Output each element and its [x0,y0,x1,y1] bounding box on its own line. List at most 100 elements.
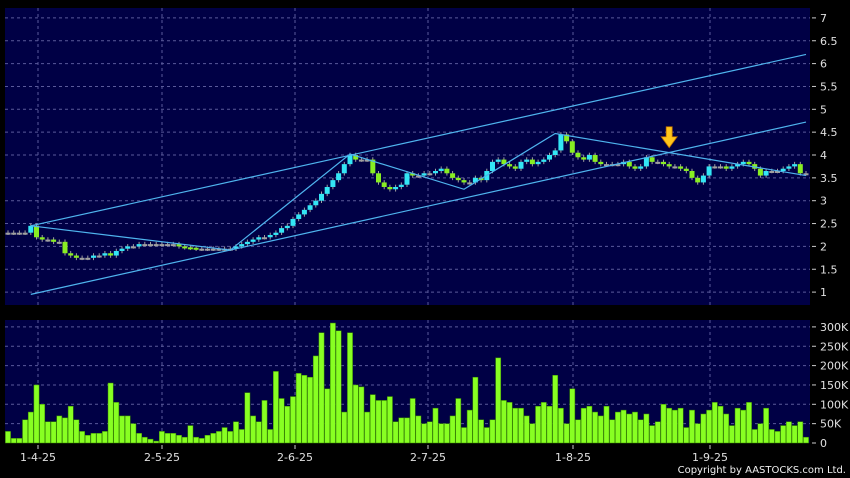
volume-bar [768,429,775,444]
volume-bar [569,388,576,444]
price-panel [5,8,810,305]
candle-body [244,241,250,245]
price-tick-label: 2.5 [820,218,838,231]
candle-body [712,166,718,169]
volume-bar [421,423,427,444]
volume-bar [575,419,581,444]
candle-body [672,166,678,169]
volume-bar [478,419,484,444]
candle-body [381,182,387,187]
volume-bar [797,421,804,444]
volume-bar [751,429,758,444]
volume-bar [290,396,296,444]
candle-body [16,232,22,235]
candle-body [279,228,285,233]
volume-tick-label: 200K [820,360,849,373]
volume-bar [649,425,655,444]
volume-bar [637,419,644,444]
candle-body [148,244,153,247]
volume-bar [643,413,650,444]
candle-body [438,168,444,171]
volume-bar [312,355,319,444]
candle-body [529,159,535,165]
volume-bar [193,436,199,444]
trendlines [30,53,807,295]
volume-bar [495,357,502,444]
volume-bar [318,332,325,444]
candle-body [421,173,427,176]
price-tick-label: 5.5 [820,80,838,93]
candle-body [347,155,353,165]
candle-body [193,247,199,250]
candle-body [427,173,433,176]
volume-bar [45,421,51,444]
volume-bar [79,431,85,444]
candle-body [746,161,752,165]
price-tick-label: 5 [820,103,827,116]
date-tick-label: 1-4-25 [20,451,56,464]
candle-body [330,180,336,187]
volume-bar [780,425,787,444]
volume-bar [592,411,598,444]
volume-bar [694,423,701,444]
candle-body [176,244,182,247]
candle-body [763,170,769,176]
candle-body [62,241,68,254]
volume-bar [415,415,422,444]
volume-bar [198,438,205,444]
volume-bar [369,394,376,444]
candle-body [757,168,763,176]
volume-bar [124,415,131,444]
volume-bar [187,425,194,444]
volume-bar [153,440,160,444]
candle-body [313,200,319,206]
candle-body [433,170,438,174]
candle-body [638,166,644,169]
price-tick-label: 6.5 [820,35,838,48]
volume-bar [364,411,370,444]
volume-tick-label: 100K [820,398,849,411]
volume-bar [267,429,274,444]
volume-bar [552,375,559,444]
volume-bar [677,407,684,444]
volume-bar [255,421,262,444]
candle-body [398,184,404,187]
volume-bar [472,376,479,444]
volume-bar [147,438,154,444]
candle-body [649,157,655,162]
volume-bar [791,425,798,444]
candle-body [404,173,410,185]
volume-bar [466,409,473,444]
candle-body [45,239,51,242]
volume-bar [609,419,616,444]
volume-bar [523,415,530,444]
candle-body [792,164,798,167]
volume-bar [107,382,114,444]
candle-body [96,255,102,258]
volume-bar [803,436,809,444]
candle-body [700,175,706,183]
volume-bar [159,431,165,444]
volume-bar [181,436,188,444]
volume-bar [426,421,433,444]
price-tick-label: 3 [820,195,827,208]
volume-bar [130,423,137,444]
volume-bar [563,423,570,444]
candle-body [661,161,666,165]
volume-bar [683,427,690,444]
volume-bar [62,417,68,444]
volume-bar [763,407,769,444]
candle-body [142,244,148,247]
candle-body [558,134,564,151]
price-tick-label: 7 [820,12,827,25]
volume-tick-label: 150K [820,379,849,392]
candle-body [695,177,701,183]
candle-body [290,218,296,226]
candle-body [56,241,62,244]
volume-bar [626,413,633,444]
candle-body [262,237,267,240]
volume-bar [170,433,177,444]
candle-body [159,244,165,247]
candle-body [552,150,558,155]
